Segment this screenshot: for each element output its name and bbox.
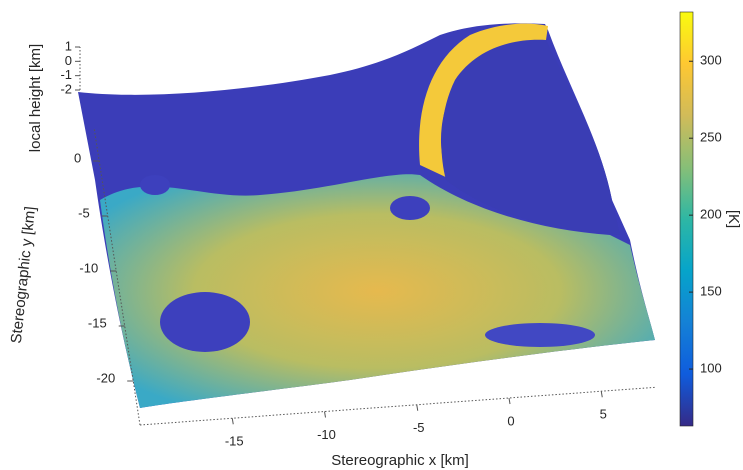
y-tick-label: -15 [88, 315, 107, 330]
surface [78, 23, 655, 408]
x-tick [325, 412, 326, 418]
x-tick [601, 391, 602, 397]
x-axis-label: Stereographic x [km] [331, 452, 469, 469]
surface-crater [160, 292, 250, 352]
y-tick-label: -20 [96, 370, 115, 385]
x-tick [417, 405, 418, 411]
z-tick-label: 0 [65, 53, 72, 68]
colorbar-tick-label: 150 [700, 284, 722, 299]
z-tick-label: -1 [60, 67, 72, 82]
z-axis-label: local height [km] [27, 44, 44, 152]
x-tick-label: -15 [225, 434, 244, 449]
y-tick-label: -5 [78, 205, 90, 220]
colorbar-tick-label: 100 [700, 360, 722, 375]
surface-crater [140, 175, 170, 195]
y-tick-label: 0 [74, 150, 81, 165]
colorbar-tick-label: 200 [700, 207, 722, 222]
y-tick-label: -10 [79, 260, 98, 275]
colorbar-tick-label: 250 [700, 130, 722, 145]
colorbar [680, 12, 693, 426]
x-tick-label: 5 [600, 407, 607, 422]
x-tick-label: 0 [507, 413, 514, 428]
x-tick-label: -5 [413, 420, 425, 435]
y-axis-label: Stereographic y [km] [8, 206, 39, 345]
surface-crater [485, 323, 595, 347]
surface-crater [390, 196, 430, 220]
z-tick-label: 1 [65, 38, 72, 53]
chart: Stereographic x [km] Stereographic y [km… [0, 0, 743, 470]
colorbar-tick-label: 300 [700, 53, 722, 68]
colorbar-label: [K] [725, 210, 742, 228]
x-tick-label: -10 [317, 427, 336, 442]
x-tick [509, 398, 510, 404]
z-tick-label: -2 [60, 81, 72, 96]
x-tick [232, 418, 233, 424]
